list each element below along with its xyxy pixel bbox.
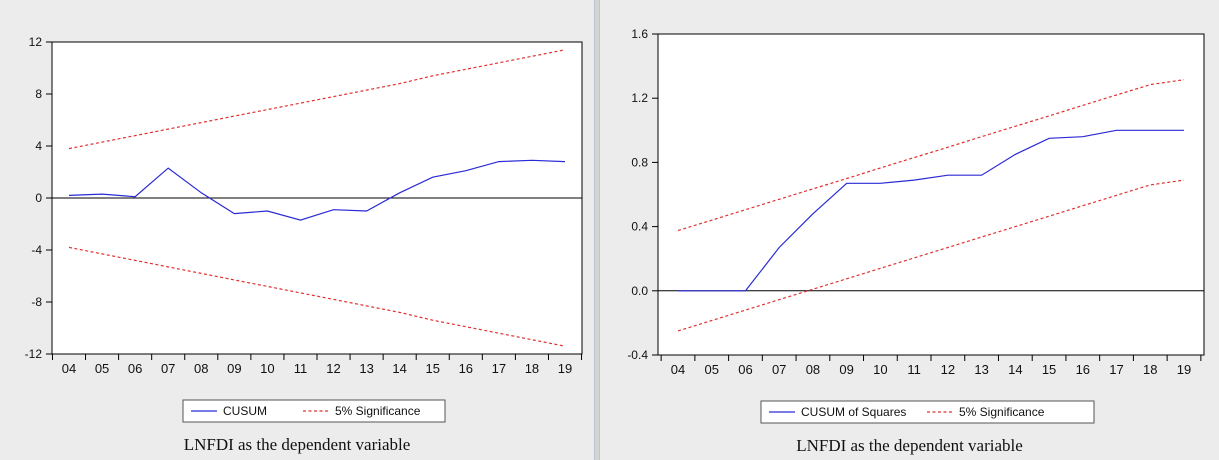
x-tick-label: 10 xyxy=(873,362,887,377)
cusum-line xyxy=(68,159,566,221)
x-tick-label: 14 xyxy=(1008,362,1022,377)
x-tick-label: 17 xyxy=(492,361,506,376)
x-tick-label: 07 xyxy=(772,362,786,377)
chart-caption: LNFDI as the dependent variable xyxy=(183,435,411,454)
legend-label-cusum: CUSUM of Squares xyxy=(801,405,906,419)
x-tick-label: 09 xyxy=(227,361,241,376)
x-tick-label: 12 xyxy=(326,361,340,376)
x-tick-label: 18 xyxy=(1143,362,1157,377)
x-tick-label: 08 xyxy=(194,361,208,376)
panel-divider[interactable] xyxy=(594,0,600,460)
cusum-squares-chart: -0.4 0.0 0.4 0.8 1.2 1.6 04 05 06 07 08 09 10 11 12 13 1… xyxy=(627,27,1205,424)
x-tick-label: 07 xyxy=(161,361,175,376)
x-tick-label: 06 xyxy=(128,361,142,376)
cusum-chart-panel: -12 -8 -4 0 4 8 12 04 05 06 07 08 09 10 11 12 13 14 15 16 17… xyxy=(0,0,594,460)
legend-label-significance: 5% Significance xyxy=(335,404,421,418)
legend-label-significance: 5% Significance xyxy=(959,405,1045,419)
cusum-line xyxy=(678,129,1184,292)
y-tick-label: 12 xyxy=(29,35,43,49)
x-tick-label: 18 xyxy=(525,361,539,376)
x-tick-label: 10 xyxy=(260,361,274,376)
y-tick-label: 8 xyxy=(35,87,42,101)
x-tick-label: 08 xyxy=(806,362,820,377)
plot-area xyxy=(657,33,1205,356)
x-tick-label: 04 xyxy=(62,361,76,376)
significance-line xyxy=(677,79,1185,232)
x-tick-label: 19 xyxy=(1177,362,1191,377)
x-tick-label: 05 xyxy=(704,362,718,377)
y-tick-label: -0.4 xyxy=(627,348,648,362)
y-tick-label: 1.6 xyxy=(631,27,648,41)
significance-line xyxy=(68,49,566,150)
y-tick-label: 0.8 xyxy=(631,155,648,169)
x-tick-label: 15 xyxy=(425,361,439,376)
x-tick-label: 15 xyxy=(1042,362,1056,377)
x-tick-label: 16 xyxy=(1076,362,1090,377)
cusum-squares-chart-panel: -0.4 0.0 0.4 0.8 1.2 1.6 04 05 06 07 08 09 10 11 12 13 1… xyxy=(600,0,1219,460)
x-tick-label: 04 xyxy=(671,362,685,377)
y-tick-label: -4 xyxy=(31,243,42,257)
y-tick-label: 0 xyxy=(35,191,42,205)
y-tick-label: -12 xyxy=(25,347,43,361)
y-tick-label: 1.2 xyxy=(631,91,648,105)
legend-label-cusum: CUSUM xyxy=(223,404,267,418)
significance-line xyxy=(677,179,1185,332)
x-tick-label: 12 xyxy=(941,362,955,377)
significance-line xyxy=(68,246,566,347)
x-tick-label: 06 xyxy=(738,362,752,377)
y-tick-label: 0.4 xyxy=(631,220,648,234)
x-tick-label: 16 xyxy=(459,361,473,376)
x-tick-label: 13 xyxy=(359,361,373,376)
y-tick-label: 0.0 xyxy=(631,284,648,298)
x-tick-label: 11 xyxy=(294,361,308,376)
x-tick-label: 05 xyxy=(95,361,109,376)
x-tick-label: 13 xyxy=(974,362,988,377)
x-tick-label: 14 xyxy=(392,361,406,376)
y-tick-label: -8 xyxy=(31,295,42,309)
x-tick-label: 11 xyxy=(907,362,921,377)
x-tick-label: 09 xyxy=(839,362,853,377)
x-tick-label: 19 xyxy=(558,361,572,376)
chart-caption: LNFDI as the dependent variable xyxy=(796,436,1023,455)
x-tick-label: 17 xyxy=(1109,362,1123,377)
y-tick-label: 4 xyxy=(35,139,42,153)
